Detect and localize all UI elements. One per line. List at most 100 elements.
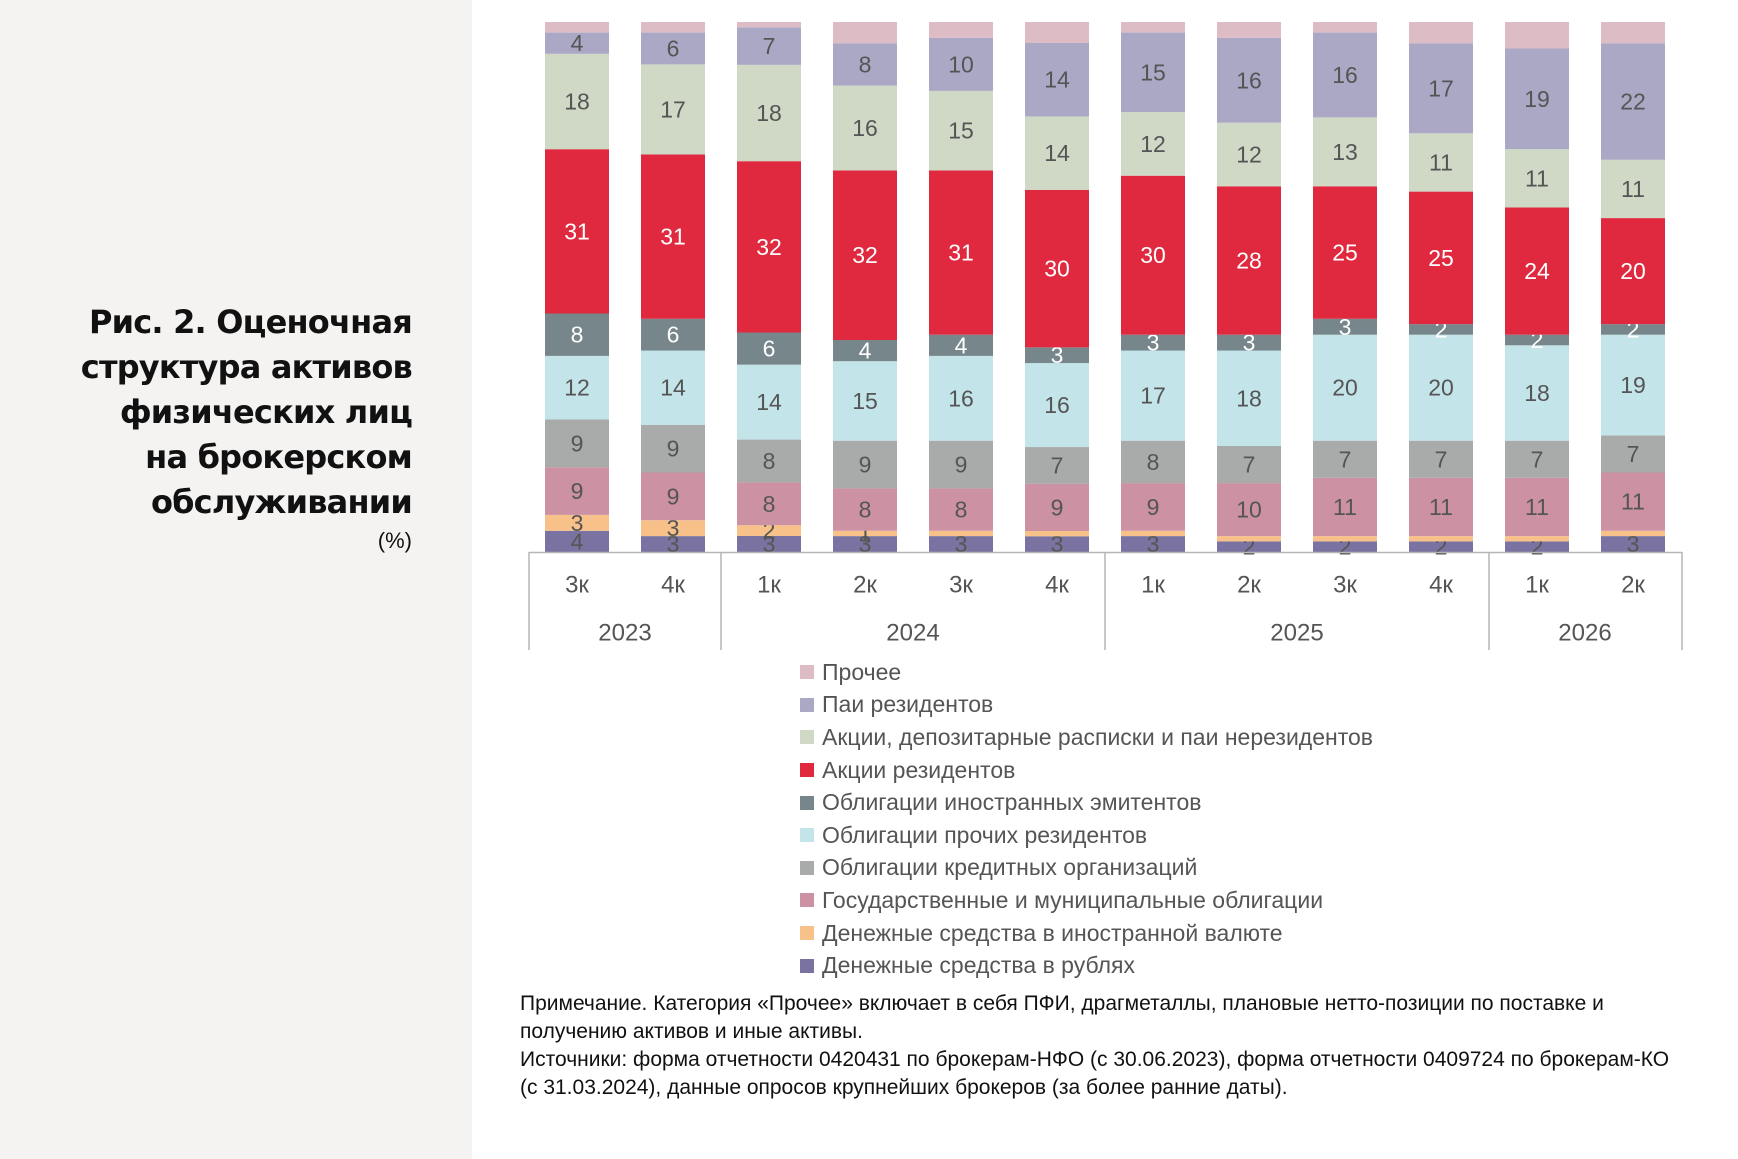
- bar-segment-gov_bonds: [1217, 483, 1281, 537]
- legend-swatch: [800, 795, 814, 810]
- bar-segment-other: [1121, 22, 1185, 33]
- bar-segment-foreign_bonds: [929, 334, 993, 356]
- bar-data-label: 20: [1428, 375, 1454, 401]
- bar-segment-credit_org_bonds: [641, 424, 705, 473]
- bar-data-label: 8: [859, 497, 872, 523]
- bar-segment-resident_stocks: [1313, 186, 1377, 319]
- legend-item-other_resident_bonds: Облигации прочих резидентов: [800, 819, 1373, 852]
- bar-segment-cash_rub: [1025, 536, 1089, 552]
- bar-segment-resident_stocks: [1601, 218, 1665, 325]
- bar-data-label: 24: [1524, 258, 1550, 284]
- bar-segment-cash_fx: [1217, 536, 1281, 542]
- bar-data-label: 3: [1339, 314, 1352, 340]
- bar-data-label: 14: [1044, 67, 1070, 93]
- bar-data-label: 18: [1236, 385, 1262, 411]
- bar-data-label: 12: [564, 375, 590, 401]
- bar-segment-gov_bonds: [833, 488, 897, 531]
- bar-segment-other: [1601, 22, 1665, 44]
- legend-swatch: [800, 697, 814, 712]
- bar-segment-resident_stocks: [1505, 207, 1569, 335]
- legend-item-credit_org_bonds: Облигации кредитных организаций: [800, 852, 1373, 885]
- bar-data-label: 7: [1435, 446, 1448, 472]
- bar-segment-foreign_bonds: [1409, 324, 1473, 335]
- bar-segment-cash_rub: [641, 536, 705, 552]
- bar-data-label: 7: [763, 33, 776, 59]
- x-tick-label: 1к: [1141, 572, 1165, 599]
- bar-segment-other_resident_bonds: [1601, 334, 1665, 436]
- x-tick-label: 4к: [1429, 572, 1453, 599]
- title-panel: Рис. 2. Оценочная структура активов физи…: [0, 0, 472, 1159]
- bar-data-label: 14: [660, 375, 686, 401]
- bar-segment-other_resident_bonds: [833, 361, 897, 441]
- bar-segment-gov_bonds: [1025, 483, 1089, 532]
- bar-segment-cash_rub: [1217, 541, 1281, 552]
- bar-data-label: 3: [955, 531, 968, 557]
- legend-swatch: [800, 730, 814, 745]
- bar-data-label: 30: [1140, 242, 1166, 268]
- bar-segment-foreign_stocks: [929, 90, 993, 171]
- bar-segment-gov_bonds: [929, 488, 993, 531]
- bar-segment-gov_bonds: [1121, 483, 1185, 531]
- bar-segment-credit_org_bonds: [1409, 440, 1473, 478]
- bar-segment-other: [545, 22, 609, 33]
- bar-segment-resident_funds: [833, 43, 897, 86]
- bar-segment-resident_funds: [545, 32, 609, 54]
- bar-segment-cash_rub: [1121, 536, 1185, 552]
- bar-segment-other: [737, 22, 801, 28]
- bar-data-label: 8: [859, 51, 872, 77]
- bar-stack: 33 9 9 14 6 31 17 6: [641, 22, 705, 557]
- bar-data-label: 16: [1332, 62, 1358, 88]
- bar-segment-other_resident_bonds: [545, 355, 609, 420]
- bar-data-label: 22: [1620, 89, 1646, 115]
- bar-segment-resident_funds: [1313, 32, 1377, 118]
- bar-segment-cash_rub: [1409, 541, 1473, 552]
- bar-segment-foreign_bonds: [545, 313, 609, 356]
- bar-data-label: 7: [1627, 441, 1640, 467]
- bar-data-label: 16: [948, 385, 974, 411]
- legend-label: Паи резидентов: [822, 691, 994, 718]
- bar-data-label: 30: [1044, 256, 1070, 282]
- bar-data-label: 7: [1243, 452, 1256, 478]
- bar-segment-credit_org_bonds: [1505, 440, 1569, 478]
- bar-segment-cash_fx: [1025, 531, 1089, 537]
- bar-segment-resident_funds: [929, 37, 993, 91]
- legend-label: Прочее: [822, 658, 902, 685]
- x-tick-label: 3к: [949, 572, 973, 599]
- bar-segment-foreign_stocks: [1409, 133, 1473, 192]
- legend-item-gov_bonds: Государственные и муниципальные облигаци…: [800, 884, 1373, 917]
- bar-data-label: 6: [667, 322, 680, 348]
- bar-data-label: 4: [571, 30, 584, 56]
- chart-legend: Прочее Паи резидентов Акции, депозитарные …: [800, 656, 1373, 982]
- bar-data-label: 17: [1428, 75, 1454, 101]
- bar-data-label: 10: [948, 51, 974, 77]
- bar-data-label: 3: [1243, 330, 1256, 356]
- bar-segment-foreign_stocks: [545, 53, 609, 150]
- stacked-bar-chart: 4399128311843399146311763288146321873189…: [528, 22, 1683, 650]
- bar-segment-foreign_bonds: [1505, 334, 1569, 346]
- bar-data-label: 3: [1147, 531, 1160, 557]
- bar-data-label: 4: [571, 528, 584, 554]
- bar-segment-other_resident_bonds: [1217, 350, 1281, 446]
- bar-segment-resident_funds: [1601, 43, 1665, 160]
- bar-data-label: 3: [859, 531, 872, 557]
- bar-data-label: 31: [660, 224, 686, 250]
- legend-label: Акции, депозитарные расписки и паи нерез…: [822, 723, 1373, 750]
- bar-segment-foreign_stocks: [1313, 117, 1377, 187]
- chart-title: Рис. 2. Оценочная структура активов физи…: [80, 303, 413, 521]
- bar-segment-cash_fx: [1409, 536, 1473, 542]
- bar-data-label: 7: [1339, 446, 1352, 472]
- bar-segment-other_resident_bonds: [1121, 350, 1185, 441]
- x-tick-label: 2к: [853, 572, 877, 599]
- chart-units: (%): [377, 528, 412, 553]
- bar-segment-other_resident_bonds: [1505, 345, 1569, 441]
- bar-segment-gov_bonds: [641, 472, 705, 521]
- bar-data-label: 16: [852, 115, 878, 141]
- bar-segment-cash_rub: [833, 536, 897, 552]
- bar-segment-cash_fx: [833, 530, 897, 537]
- bar-segment-resident_stocks: [737, 161, 801, 333]
- bar-data-label: 7: [1051, 452, 1064, 478]
